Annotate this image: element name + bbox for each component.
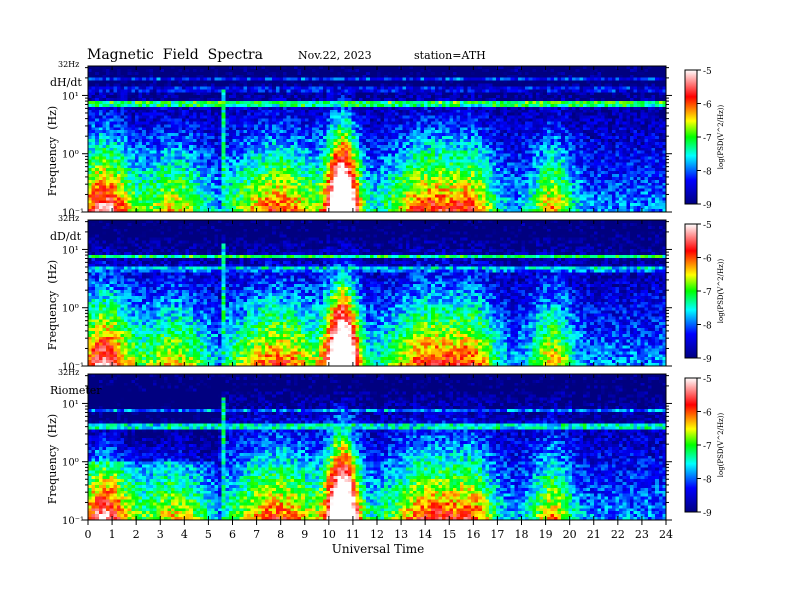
- x-tick-label: 22: [611, 528, 625, 541]
- y-tick-label: 10⁰: [62, 304, 79, 315]
- x-tick-label: 7: [253, 528, 260, 541]
- figure-title: Magnetic Field Spectra: [87, 47, 263, 63]
- y-tick-label: 10¹: [62, 91, 79, 102]
- x-tick-label: 3: [157, 528, 164, 541]
- y-top-label: 32Hz: [58, 60, 79, 69]
- x-tick-label: 23: [635, 528, 649, 541]
- x-tick-label: 5: [205, 528, 212, 541]
- colorbar: [684, 377, 698, 513]
- y-top-label: 32Hz: [58, 214, 79, 223]
- panel-3: 10¹ 10⁰ 10⁻¹ 32Hz Riometer Frequency (Hz) -5 -6…: [46, 368, 725, 527]
- y-tick-label: 10¹: [62, 399, 79, 410]
- colorbar-tick-label: -7: [703, 442, 712, 452]
- x-tick-label: 19: [539, 528, 553, 541]
- x-tick-label: 4: [181, 528, 188, 541]
- x-tick-label: 6: [229, 528, 236, 541]
- x-tick-label: 21: [587, 528, 601, 541]
- x-tick-label: 8: [277, 528, 284, 541]
- panel-1: 10¹ 10⁰ 10⁻¹ 32Hz dH/dt Frequency (Hz) -5 -6 -7 -…: [46, 60, 725, 219]
- colorbar-label: log(PSD(V^2/Hz)): [717, 104, 725, 169]
- x-tick-label: 1: [109, 528, 116, 541]
- colorbar-tick-label: -7: [703, 134, 712, 144]
- y-axis-label: Frequency (Hz): [46, 414, 59, 504]
- x-axis: 0 1 2 3 4 5 6 7 8 9 10 11 12 13 14 15 16 17 18 19 20 21 22 23 24: [85, 520, 673, 541]
- x-tick-label: 10: [322, 528, 336, 541]
- panel-name: dD/dt: [50, 230, 82, 243]
- x-tick-label: 15: [442, 528, 456, 541]
- colorbar-label: log(PSD(V^2/Hz)): [717, 412, 725, 477]
- colorbar-tick-label: -8: [703, 476, 712, 486]
- y-tick-label: 10⁰: [62, 458, 79, 469]
- x-axis-label: Universal Time: [332, 542, 425, 556]
- colorbar: [684, 223, 698, 359]
- panel-name: dH/dt: [50, 76, 82, 89]
- y-tick-label: 10⁰: [62, 150, 79, 161]
- x-tick-label: 12: [370, 528, 384, 541]
- x-tick-label: 24: [659, 528, 673, 541]
- colorbar-tick-label: -5: [703, 375, 712, 385]
- y-tick-label: 10¹: [62, 245, 79, 256]
- x-tick-label: 20: [563, 528, 577, 541]
- y-axis-label: Frequency (Hz): [46, 106, 59, 196]
- y-tick-label: 10⁻¹: [62, 208, 84, 219]
- colorbar-tick-label: -6: [703, 255, 712, 265]
- y-top-label: 32Hz: [58, 368, 79, 377]
- station-label: station=ATH: [414, 49, 486, 62]
- x-tick-label: 11: [346, 528, 360, 541]
- colorbar-tick-label: -8: [703, 322, 712, 332]
- colorbar-tick-label: -5: [703, 67, 712, 77]
- y-tick-label: 10⁻¹: [62, 516, 84, 527]
- colorbar-tick-label: -9: [703, 201, 712, 211]
- spectrogram: [88, 66, 666, 212]
- x-tick-label: 0: [85, 528, 92, 541]
- colorbar-tick-label: -9: [703, 355, 712, 365]
- spectrogram: [88, 374, 666, 520]
- date-label: Nov.22, 2023: [298, 49, 372, 62]
- x-tick-label: 18: [515, 528, 529, 541]
- x-tick-label: 9: [301, 528, 308, 541]
- colorbar-tick-label: -6: [703, 101, 712, 111]
- panel-2: 10¹ 10⁰ 10⁻¹ 32Hz dD/dt Frequency (Hz) -5 -6 -7 -…: [46, 214, 725, 373]
- x-tick-label: 14: [418, 528, 432, 541]
- colorbar-label: log(PSD(V^2/Hz)): [717, 258, 725, 323]
- y-tick-label: 10⁻¹: [62, 362, 84, 373]
- colorbar-tick-label: -8: [703, 168, 712, 178]
- colorbar: [684, 69, 698, 205]
- x-tick-label: 17: [490, 528, 504, 541]
- colorbar-tick-label: -9: [703, 509, 712, 519]
- y-axis-label: Frequency (Hz): [46, 260, 59, 350]
- x-tick-label: 2: [133, 528, 140, 541]
- x-tick-label: 13: [394, 528, 408, 541]
- spectrogram: [88, 220, 666, 366]
- x-tick-label: 16: [466, 528, 480, 541]
- panel-name: Riometer: [50, 384, 102, 397]
- colorbar-tick-label: -5: [703, 221, 712, 231]
- colorbar-tick-label: -6: [703, 409, 712, 419]
- colorbar-tick-label: -7: [703, 288, 712, 298]
